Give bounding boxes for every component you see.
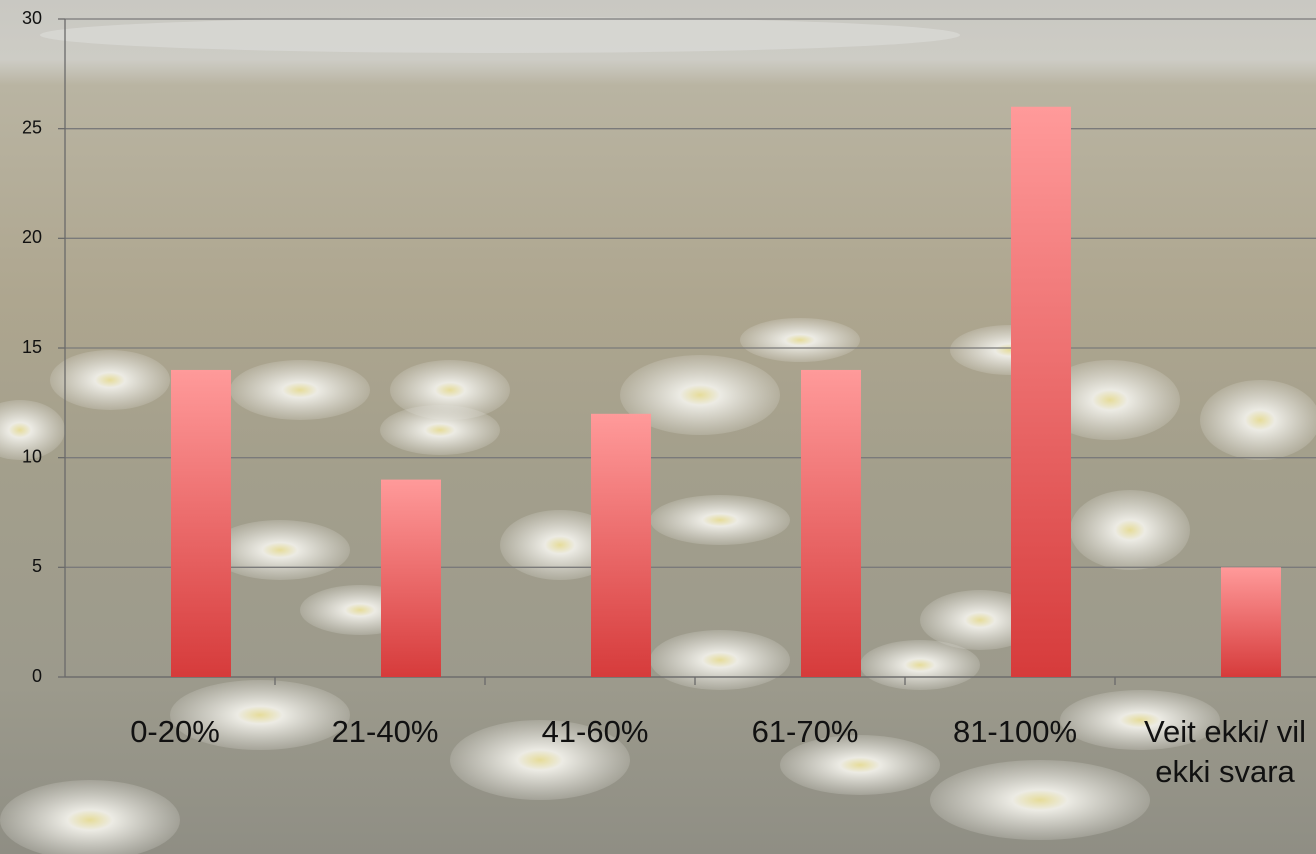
y-tick-label: 20 [22, 227, 42, 247]
y-tick-label: 25 [22, 117, 42, 137]
x-tick-label: 0-20% [130, 714, 220, 749]
bar [381, 479, 441, 677]
y-tick-label: 30 [22, 8, 42, 28]
x-tick-label: 21-40% [331, 714, 439, 749]
y-tick-label: 10 [22, 446, 42, 466]
bar [1221, 567, 1281, 677]
y-tick-label: 5 [32, 556, 42, 576]
bar [801, 369, 861, 677]
bar [1011, 106, 1071, 677]
x-tick-label: Veit ekki/ vil ekki svara [1144, 714, 1306, 789]
y-tick-label: 15 [22, 337, 42, 357]
y-tick-label: 0 [32, 666, 42, 686]
bar [171, 369, 231, 677]
x-tick-label: 41-60% [541, 714, 649, 749]
x-tick-label: 81-100% [952, 714, 1078, 749]
x-tick-label: 61-70% [751, 714, 859, 749]
bar [591, 413, 651, 677]
